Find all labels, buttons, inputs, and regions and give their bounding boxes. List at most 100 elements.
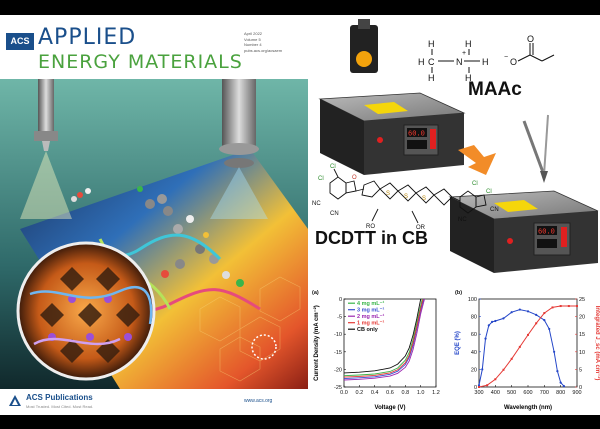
atom-h-5: H	[465, 73, 472, 83]
cover-header: ACS APPLIED ENERGY MATERIALS April 2022 …	[0, 15, 308, 79]
jv-x-tick-label: 0.0	[340, 390, 348, 396]
maac-label: MAAc	[468, 79, 522, 100]
atom-cl-2: Cl	[318, 176, 324, 182]
eqe-x-tick-label: 400	[491, 390, 500, 396]
eqe-data-point	[487, 324, 490, 327]
atom-o-left: O	[352, 175, 357, 181]
cover-illustration	[0, 79, 308, 389]
pipette	[522, 114, 549, 183]
jv-series-line	[344, 299, 425, 380]
eqe-x-tick-label: 500	[507, 390, 516, 396]
atom-h-6: H	[482, 57, 489, 67]
eqe-y2-tick-label: 25	[579, 297, 585, 303]
atom-cn-right: CN	[490, 207, 499, 213]
eqe-y-axis-title: EQE (%)	[455, 331, 461, 355]
eqe-x-tick-label: 800	[556, 390, 565, 396]
eqe-data-point	[576, 305, 578, 308]
atom-cn-left: CN	[330, 211, 339, 217]
dcdtt-atom-labels: Cl Cl NC CN O S S S RO OR Cl Cl CN NC	[312, 164, 499, 231]
jv-series-line	[344, 299, 423, 377]
graphical-abstract: C N + H H H H H H O O −	[308, 15, 600, 415]
atom-cl-3: Cl	[472, 181, 478, 187]
spray-nozzle-right	[210, 79, 268, 219]
jv-x-tick-label: 0.8	[402, 390, 410, 396]
atom-s-1: S	[386, 191, 390, 197]
atom-h-3: H	[428, 73, 435, 83]
eqe-data-point	[553, 350, 556, 353]
jv-legend-label: CB only	[357, 327, 379, 333]
eqe-data-point	[551, 306, 554, 309]
journal-cover: ACS APPLIED ENERGY MATERIALS April 2022 …	[0, 15, 308, 415]
eqe-y-tick-label: 60	[471, 332, 477, 338]
jv-legend-label: 2 mg mL⁻¹	[357, 313, 385, 320]
eqe-data-point	[510, 311, 513, 314]
issue-number: Number 4	[244, 42, 262, 47]
publisher-website: www.acs.org	[244, 398, 273, 404]
eqe-y2-tick-label: 20	[579, 315, 585, 321]
eqe-y2-axis-title: Integrated J_sc (mA cm⁻²)	[594, 306, 600, 381]
eqe-panel-label: (b)	[455, 290, 462, 296]
eqe-x-tick-label: 900	[572, 390, 581, 396]
atom-charge-minus: −	[504, 54, 508, 61]
atom-o-2: O	[510, 57, 517, 67]
jv-y-tick-label: -10	[334, 332, 342, 338]
hotplate-1-display: 60.0	[408, 131, 425, 139]
jv-panel-label: (a)	[312, 290, 319, 296]
publisher-tagline: Most Trusted. Most Cited. Most Read.	[26, 404, 94, 409]
atom-nc-right: NC	[458, 217, 467, 223]
hotplate-2: 60.0	[448, 190, 599, 273]
eqe-data-point	[478, 386, 480, 388]
atom-cl-4: Cl	[486, 189, 492, 195]
maac-structure	[431, 43, 555, 73]
atom-charge-plus: +	[462, 50, 466, 57]
dcdtt-structure	[329, 168, 487, 224]
atom-h-2: H	[428, 39, 435, 49]
eqe-data-point	[526, 310, 530, 313]
eqe-data-point	[543, 312, 546, 315]
zoom-target-circle	[251, 334, 277, 360]
jv-y-axis-title: Current Density (mA cm⁻²)	[313, 305, 320, 381]
eqe-data-point	[556, 370, 559, 373]
eqe-data-point	[535, 313, 538, 316]
eqe-data-point	[494, 378, 497, 381]
issue-date: April 2022	[244, 31, 263, 36]
eqe-data-point	[502, 368, 505, 371]
publisher-name: ACS Publications	[26, 393, 93, 402]
eqe-y-tick-label: 100	[468, 297, 477, 303]
acs-publications-logo-icon	[9, 395, 21, 406]
fabrication-scheme: C N + H H H H H H O O −	[312, 19, 599, 273]
acs-badge: ACS	[6, 33, 34, 50]
eqe-data-point	[518, 308, 521, 311]
eqe-data-point	[494, 319, 497, 323]
eqe-data-point	[481, 368, 484, 371]
atom-h-1: H	[418, 57, 425, 67]
eqe-chart: (b)300 400 500 600 700 800 9000204060801000510…	[455, 290, 600, 411]
hotplate-1: 60.0	[318, 92, 466, 175]
eqe-data-point	[559, 305, 562, 308]
journal-title-line1: APPLIED	[38, 25, 137, 50]
atom-s-3: S	[422, 196, 426, 202]
spray-nozzle-left	[20, 79, 72, 219]
atom-ro-1: RO	[366, 224, 375, 230]
jv-x-tick-label: 0.6	[386, 390, 394, 396]
eqe-data-point	[535, 322, 538, 325]
eqe-data-point	[518, 345, 521, 348]
atom-h-4: H	[465, 39, 472, 49]
eqe-data-point	[527, 333, 529, 336]
eqe-y-tick-label: 40	[471, 350, 477, 356]
atom-c: C	[428, 57, 435, 67]
cover-footer: ACS Publications Most Trusted. Most Cite…	[0, 389, 308, 415]
dcdtt-label: DCDTT in CB	[315, 228, 428, 248]
jv-x-tick-label: 1.2	[432, 390, 440, 396]
jv-x-tick-label: 0.4	[371, 390, 379, 396]
atom-o-1: O	[527, 34, 534, 44]
eqe-x-tick-label: 700	[540, 390, 549, 396]
spin-coater-device	[350, 19, 378, 73]
crystal-zoom-orb	[16, 241, 156, 381]
process-arrow	[458, 145, 496, 175]
issue-url: pubs.acs.org/acsaem	[244, 47, 283, 53]
atom-nc-left: NC	[312, 201, 321, 207]
eqe-y2-tick-label: 15	[579, 332, 585, 338]
eqe-data-point	[548, 327, 551, 331]
eqe-y2-tick-label: 0	[579, 385, 582, 391]
